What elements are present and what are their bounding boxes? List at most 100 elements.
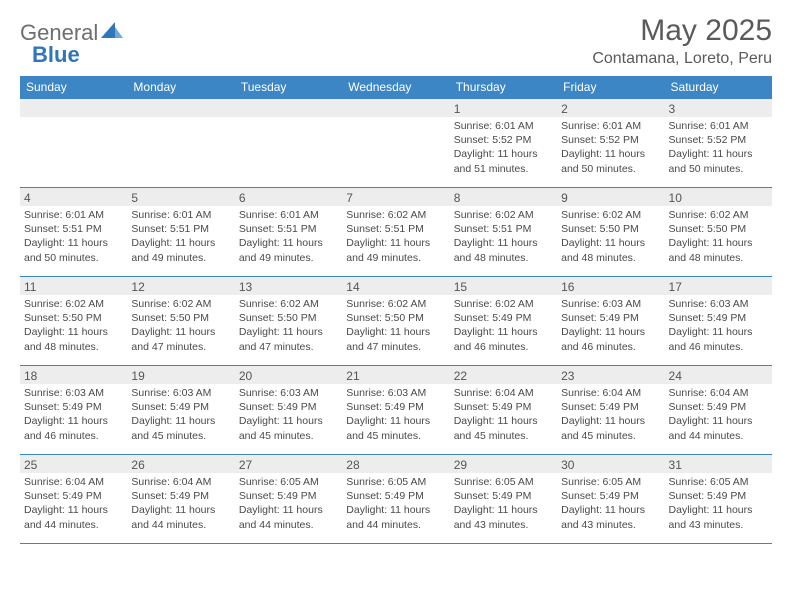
header: General May 2025 Contamana, Loreto, Peru bbox=[20, 14, 772, 68]
day-body: Sunrise: 6:05 AMSunset: 5:49 PMDaylight:… bbox=[557, 473, 664, 536]
day-number: 27 bbox=[235, 455, 342, 473]
day-number: 24 bbox=[665, 366, 772, 384]
daylight-2: and 48 minutes. bbox=[454, 251, 553, 265]
sunrise: Sunrise: 6:03 AM bbox=[561, 297, 660, 311]
sunset: Sunset: 5:49 PM bbox=[24, 489, 123, 503]
day-number: 2 bbox=[557, 99, 664, 117]
sunrise: Sunrise: 6:02 AM bbox=[239, 297, 338, 311]
daylight-2: and 45 minutes. bbox=[454, 429, 553, 443]
sunrise: Sunrise: 6:02 AM bbox=[346, 208, 445, 222]
sunset: Sunset: 5:49 PM bbox=[239, 400, 338, 414]
day-number: 23 bbox=[557, 366, 664, 384]
daylight-2: and 45 minutes. bbox=[561, 429, 660, 443]
day-body: Sunrise: 6:05 AMSunset: 5:49 PMDaylight:… bbox=[342, 473, 449, 536]
daylight-1: Daylight: 11 hours bbox=[346, 414, 445, 428]
day-cell: 28Sunrise: 6:05 AMSunset: 5:49 PMDayligh… bbox=[342, 455, 449, 543]
daylight-1: Daylight: 11 hours bbox=[131, 503, 230, 517]
daylight-2: and 48 minutes. bbox=[669, 251, 768, 265]
daylight-1: Daylight: 11 hours bbox=[454, 147, 553, 161]
day-number: 19 bbox=[127, 366, 234, 384]
title-block: May 2025 Contamana, Loreto, Peru bbox=[592, 14, 772, 68]
daylight-1: Daylight: 11 hours bbox=[131, 414, 230, 428]
sunset: Sunset: 5:49 PM bbox=[131, 400, 230, 414]
sunset: Sunset: 5:49 PM bbox=[454, 311, 553, 325]
daylight-2: and 50 minutes. bbox=[561, 162, 660, 176]
day-number: 31 bbox=[665, 455, 772, 473]
day-cell: 5Sunrise: 6:01 AMSunset: 5:51 PMDaylight… bbox=[127, 188, 234, 276]
empty-day-bar bbox=[235, 99, 342, 117]
day-cell: 16Sunrise: 6:03 AMSunset: 5:49 PMDayligh… bbox=[557, 277, 664, 365]
day-number: 4 bbox=[20, 188, 127, 206]
day-cell bbox=[235, 99, 342, 187]
daylight-2: and 49 minutes. bbox=[346, 251, 445, 265]
sunrise: Sunrise: 6:03 AM bbox=[131, 386, 230, 400]
day-number: 14 bbox=[342, 277, 449, 295]
day-number: 21 bbox=[342, 366, 449, 384]
dow-row: Sunday Monday Tuesday Wednesday Thursday… bbox=[20, 76, 772, 98]
day-number: 29 bbox=[450, 455, 557, 473]
day-cell: 23Sunrise: 6:04 AMSunset: 5:49 PMDayligh… bbox=[557, 366, 664, 454]
day-cell: 15Sunrise: 6:02 AMSunset: 5:49 PMDayligh… bbox=[450, 277, 557, 365]
sunrise: Sunrise: 6:04 AM bbox=[24, 475, 123, 489]
day-body: Sunrise: 6:02 AMSunset: 5:50 PMDaylight:… bbox=[127, 295, 234, 358]
sunrise: Sunrise: 6:02 AM bbox=[346, 297, 445, 311]
day-body: Sunrise: 6:05 AMSunset: 5:49 PMDaylight:… bbox=[665, 473, 772, 536]
day-body: Sunrise: 6:02 AMSunset: 5:50 PMDaylight:… bbox=[235, 295, 342, 358]
daylight-1: Daylight: 11 hours bbox=[454, 325, 553, 339]
brand-triangle-icon bbox=[101, 20, 123, 38]
daylight-2: and 47 minutes. bbox=[131, 340, 230, 354]
daylight-2: and 49 minutes. bbox=[131, 251, 230, 265]
day-number: 22 bbox=[450, 366, 557, 384]
day-number: 10 bbox=[665, 188, 772, 206]
sunset: Sunset: 5:50 PM bbox=[239, 311, 338, 325]
daylight-1: Daylight: 11 hours bbox=[24, 503, 123, 517]
sunset: Sunset: 5:49 PM bbox=[346, 489, 445, 503]
daylight-1: Daylight: 11 hours bbox=[669, 147, 768, 161]
sunrise: Sunrise: 6:02 AM bbox=[131, 297, 230, 311]
day-body: Sunrise: 6:02 AMSunset: 5:51 PMDaylight:… bbox=[450, 206, 557, 269]
day-body: Sunrise: 6:03 AMSunset: 5:49 PMDaylight:… bbox=[235, 384, 342, 447]
dow-cell: Wednesday bbox=[342, 76, 449, 98]
sunrise: Sunrise: 6:02 AM bbox=[454, 208, 553, 222]
daylight-2: and 43 minutes. bbox=[669, 518, 768, 532]
day-body: Sunrise: 6:02 AMSunset: 5:51 PMDaylight:… bbox=[342, 206, 449, 269]
day-cell: 20Sunrise: 6:03 AMSunset: 5:49 PMDayligh… bbox=[235, 366, 342, 454]
sunset: Sunset: 5:49 PM bbox=[454, 489, 553, 503]
day-body: Sunrise: 6:02 AMSunset: 5:50 PMDaylight:… bbox=[557, 206, 664, 269]
day-body: Sunrise: 6:01 AMSunset: 5:51 PMDaylight:… bbox=[127, 206, 234, 269]
sunrise: Sunrise: 6:05 AM bbox=[561, 475, 660, 489]
day-body: Sunrise: 6:03 AMSunset: 5:49 PMDaylight:… bbox=[127, 384, 234, 447]
empty-day-bar bbox=[20, 99, 127, 117]
sunset: Sunset: 5:50 PM bbox=[346, 311, 445, 325]
sunrise: Sunrise: 6:01 AM bbox=[561, 119, 660, 133]
daylight-2: and 49 minutes. bbox=[239, 251, 338, 265]
empty-day-bar bbox=[127, 99, 234, 117]
daylight-2: and 44 minutes. bbox=[346, 518, 445, 532]
daylight-1: Daylight: 11 hours bbox=[669, 414, 768, 428]
day-body: Sunrise: 6:01 AMSunset: 5:51 PMDaylight:… bbox=[235, 206, 342, 269]
sunset: Sunset: 5:49 PM bbox=[561, 311, 660, 325]
daylight-1: Daylight: 11 hours bbox=[239, 236, 338, 250]
day-cell bbox=[127, 99, 234, 187]
sunrise: Sunrise: 6:03 AM bbox=[239, 386, 338, 400]
day-number: 17 bbox=[665, 277, 772, 295]
dow-cell: Sunday bbox=[20, 76, 127, 98]
day-body: Sunrise: 6:01 AMSunset: 5:51 PMDaylight:… bbox=[20, 206, 127, 269]
day-cell: 21Sunrise: 6:03 AMSunset: 5:49 PMDayligh… bbox=[342, 366, 449, 454]
daylight-2: and 46 minutes. bbox=[561, 340, 660, 354]
sunrise: Sunrise: 6:05 AM bbox=[454, 475, 553, 489]
day-number: 8 bbox=[450, 188, 557, 206]
day-cell: 26Sunrise: 6:04 AMSunset: 5:49 PMDayligh… bbox=[127, 455, 234, 543]
sunset: Sunset: 5:49 PM bbox=[239, 489, 338, 503]
brand-part2-wrap: Blue bbox=[30, 42, 80, 68]
dow-cell: Saturday bbox=[665, 76, 772, 98]
day-number: 11 bbox=[20, 277, 127, 295]
daylight-2: and 51 minutes. bbox=[454, 162, 553, 176]
day-cell: 13Sunrise: 6:02 AMSunset: 5:50 PMDayligh… bbox=[235, 277, 342, 365]
day-number: 30 bbox=[557, 455, 664, 473]
day-body: Sunrise: 6:04 AMSunset: 5:49 PMDaylight:… bbox=[127, 473, 234, 536]
daylight-2: and 46 minutes. bbox=[669, 340, 768, 354]
sunset: Sunset: 5:51 PM bbox=[24, 222, 123, 236]
day-number: 18 bbox=[20, 366, 127, 384]
daylight-1: Daylight: 11 hours bbox=[454, 414, 553, 428]
